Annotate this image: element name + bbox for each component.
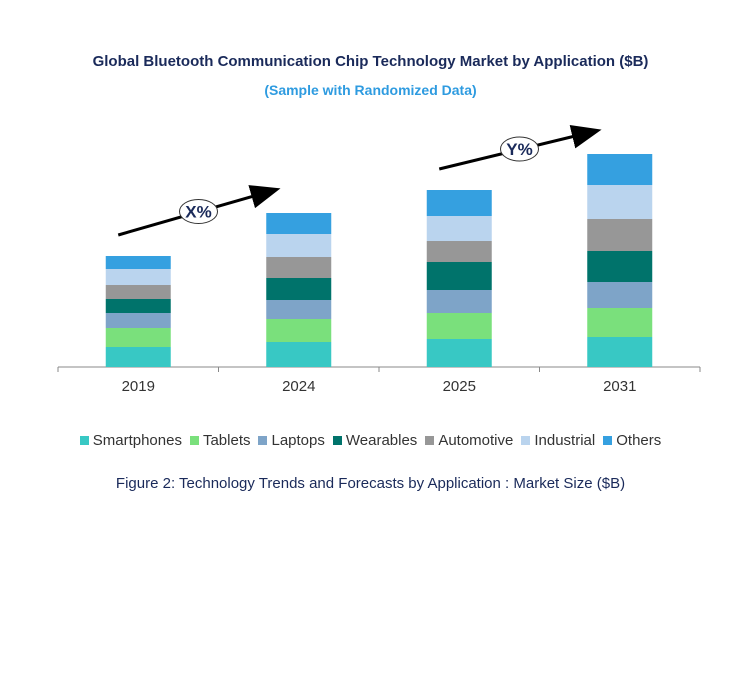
growth-label-ellipse bbox=[179, 199, 218, 224]
x-tick-label: 2024 bbox=[282, 378, 315, 395]
growth-label: X% bbox=[185, 203, 211, 222]
legend-swatch bbox=[79, 436, 89, 445]
x-tick-label: 2031 bbox=[603, 378, 636, 395]
legend-swatch bbox=[258, 436, 268, 445]
bar-segment-wearables-2024 bbox=[266, 278, 332, 300]
growth-label: Y% bbox=[506, 140, 532, 159]
bar-segment-automotive-2019 bbox=[105, 285, 171, 299]
legend-label: Automotive bbox=[438, 432, 514, 449]
bar-segment-laptops-2019 bbox=[105, 313, 171, 328]
bar-segment-industrial-2031 bbox=[587, 185, 653, 219]
legend-label: Wearables bbox=[345, 432, 418, 449]
stacked-bar-chart: 2019 2024 2025 2031 X% Y% bbox=[57, 125, 701, 395]
legend-item: Laptops bbox=[258, 432, 325, 449]
bar-segment-others-2031 bbox=[587, 154, 653, 185]
bar-segment-laptops-2024 bbox=[266, 300, 332, 319]
legend-label: Smartphones bbox=[92, 432, 182, 449]
bar-segment-wearables-2019 bbox=[105, 299, 171, 313]
bar-segment-automotive-2024 bbox=[266, 257, 332, 278]
bar-segment-industrial-2025 bbox=[426, 216, 492, 241]
legend-label: Others bbox=[616, 432, 662, 449]
bar-segment-wearables-2025 bbox=[426, 262, 492, 290]
bar-segment-others-2024 bbox=[266, 213, 332, 234]
growth-label-ellipse bbox=[500, 136, 539, 162]
chart-title: Global Bluetooth Communication Chip Tech… bbox=[92, 53, 649, 70]
legend-label: Industrial bbox=[534, 432, 596, 449]
bar-segment-industrial-2024 bbox=[266, 234, 332, 257]
bar-segment-laptops-2025 bbox=[426, 290, 492, 313]
bar-segment-industrial-2019 bbox=[105, 269, 171, 285]
legend-swatch bbox=[332, 436, 342, 445]
bar-segment-automotive-2031 bbox=[587, 219, 653, 251]
bar-segment-others-2025 bbox=[426, 190, 492, 216]
bar-segment-tablets-2025 bbox=[426, 313, 492, 339]
legend-item: Wearables bbox=[332, 432, 418, 449]
legend-item: Smartphones bbox=[79, 432, 182, 449]
bar-segment-smartphones-2024 bbox=[266, 342, 332, 367]
legend-label: Tablets bbox=[202, 432, 251, 449]
x-tick-label: 2025 bbox=[443, 378, 476, 395]
legend-swatch bbox=[521, 436, 531, 445]
bar-segment-others-2019 bbox=[105, 256, 171, 269]
legend-label: Laptops bbox=[271, 432, 325, 449]
bar-segment-tablets-2024 bbox=[266, 319, 332, 342]
legend-item: Automotive bbox=[425, 432, 513, 449]
bar-segment-automotive-2025 bbox=[426, 241, 492, 262]
legend-swatch bbox=[189, 436, 199, 445]
chart-subtitle: (Sample with Randomized Data) bbox=[264, 82, 477, 98]
legend-swatch bbox=[425, 436, 435, 445]
bar-segment-smartphones-2031 bbox=[587, 337, 653, 367]
bar-segment-tablets-2019 bbox=[105, 328, 171, 347]
bar-segment-wearables-2031 bbox=[587, 251, 653, 282]
legend-swatch bbox=[603, 436, 613, 445]
legend-item: Others bbox=[603, 432, 661, 449]
bar-segment-smartphones-2025 bbox=[426, 339, 492, 367]
x-tick-label: 2019 bbox=[122, 378, 155, 395]
bar-segment-smartphones-2019 bbox=[105, 347, 171, 367]
bar-segment-laptops-2031 bbox=[587, 282, 653, 308]
legend-item: Industrial bbox=[521, 432, 595, 449]
legend: Smartphones Tablets Laptops Wearables Automo… bbox=[0, 432, 741, 449]
bar-segment-tablets-2031 bbox=[587, 308, 653, 337]
figure-caption: Figure 2: Technology Trends and Forecast… bbox=[115, 475, 626, 492]
legend-item: Tablets bbox=[189, 432, 251, 449]
